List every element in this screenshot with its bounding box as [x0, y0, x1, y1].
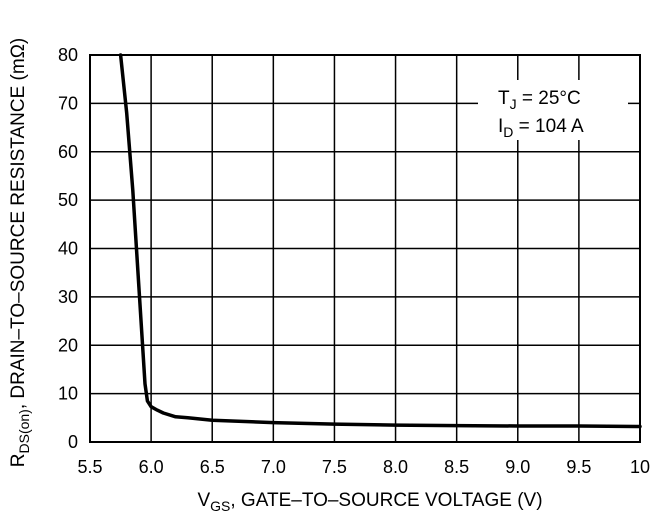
y-tick-label: 60 — [58, 142, 78, 162]
x-axis-title-sub: GS — [210, 498, 230, 514]
x-tick-label: 5.5 — [77, 457, 102, 477]
x-tick-label: 8.5 — [444, 457, 469, 477]
x-tick-label: 8.0 — [383, 457, 408, 477]
y-axis-title-rest: , DRAIN–TO–SOURCE RESISTANCE (mΩ) — [8, 38, 29, 409]
annotation-rest: = 104 A — [513, 116, 584, 137]
y-axis-ticks: 0 10 20 30 40 50 60 70 80 — [58, 45, 78, 452]
x-tick-label: 10 — [630, 457, 650, 477]
x-tick-label: 9.0 — [505, 457, 530, 477]
y-tick-label: 20 — [58, 335, 78, 355]
conditions-annotation: TJ = 25°CID = 104 A — [478, 80, 628, 140]
y-tick-label: 30 — [58, 287, 78, 307]
x-axis-ticks: 5.5 6.0 6.5 7.0 7.5 8.0 8.5 9.0 9.5 10 — [77, 457, 650, 477]
x-tick-label: 7.5 — [322, 457, 347, 477]
annotation-sub: D — [503, 124, 513, 140]
annotation-main: T — [498, 88, 510, 109]
x-axis-title-rest: , GATE–TO–SOURCE VOLTAGE (V) — [230, 490, 542, 511]
y-tick-label: 40 — [58, 239, 78, 259]
annotation-rest: = 25°C — [517, 88, 581, 109]
y-tick-label: 10 — [58, 384, 78, 404]
y-tick-label: 80 — [58, 45, 78, 65]
y-tick-label: 0 — [68, 432, 78, 452]
x-tick-label: 6.5 — [200, 457, 225, 477]
y-axis-title: RDS(on), DRAIN–TO–SOURCE RESISTANCE (mΩ) — [8, 38, 32, 467]
annotation-sub: J — [510, 96, 517, 112]
x-tick-label: 9.5 — [566, 457, 591, 477]
y-tick-label: 50 — [58, 190, 78, 210]
y-axis-title-sub: DS(on) — [16, 409, 32, 453]
x-axis-title-main: V — [197, 490, 210, 511]
x-axis-title: VGS, GATE–TO–SOURCE VOLTAGE (V) — [197, 490, 542, 514]
y-tick-label: 70 — [58, 93, 78, 113]
x-tick-label: 6.0 — [139, 457, 164, 477]
y-axis-title-main: R — [8, 454, 29, 468]
x-tick-label: 7.0 — [261, 457, 286, 477]
